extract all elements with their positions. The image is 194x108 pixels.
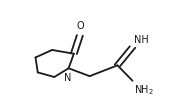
Text: NH$_2$: NH$_2$ [134,83,154,97]
Text: O: O [76,21,84,31]
Text: NH: NH [134,35,149,45]
Text: N: N [64,73,72,83]
